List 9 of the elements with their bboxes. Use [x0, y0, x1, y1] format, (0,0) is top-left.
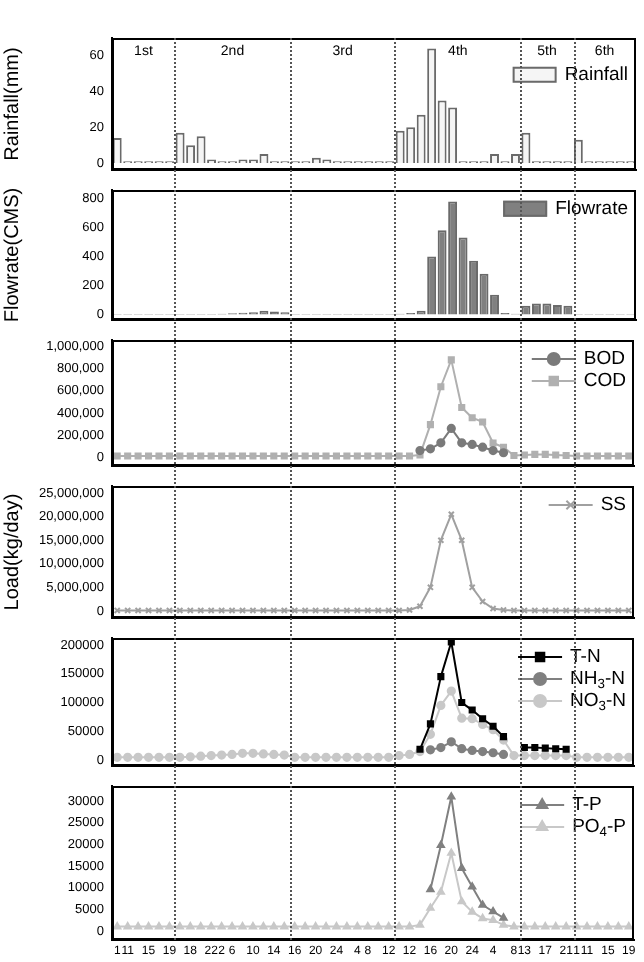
legend-label: BOD: [583, 348, 626, 371]
legend-label: T-P: [572, 794, 602, 817]
legend-label: COD: [583, 370, 627, 393]
y-axis-title: Flowrate(CMS): [1, 187, 24, 323]
legend-label: SS: [600, 494, 627, 517]
legend-label: Flowrate: [555, 198, 629, 221]
y-axis-title: Rainfall(mm): [1, 47, 24, 161]
y-axis-title: Load(kg/day): [1, 493, 24, 611]
legend-label: Rainfall: [564, 64, 629, 87]
